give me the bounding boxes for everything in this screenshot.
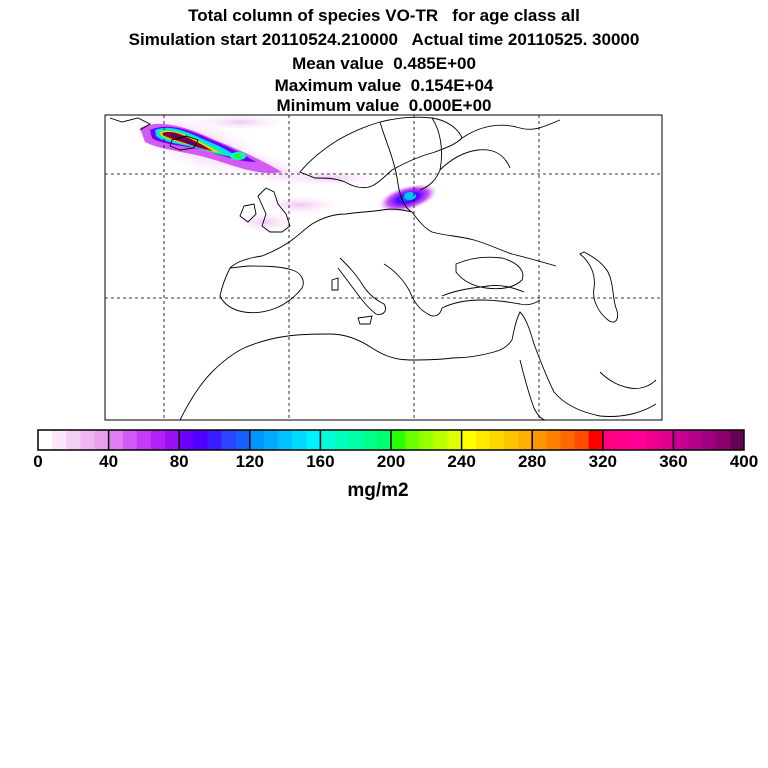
colorbar-cells [38, 430, 745, 450]
colorbar-cell [348, 430, 364, 450]
colorbar-cell [673, 430, 689, 450]
colorbar-cell [122, 430, 138, 450]
colorbar-tick-label: 120 [235, 452, 264, 471]
colorbar-frame [37, 429, 745, 451]
colorbar-cell [334, 430, 350, 450]
plume-baltic [378, 184, 438, 212]
colorbar-cell [391, 430, 406, 450]
colorbar-cell [38, 430, 53, 450]
colorbar-cell [616, 430, 632, 450]
colorbar-cell [405, 430, 420, 450]
colorbar-cell [249, 430, 265, 450]
colorbar-cell [193, 430, 208, 450]
colorbar-cell [701, 430, 717, 450]
colorbar-cell [320, 430, 336, 450]
colorbar-cell [631, 430, 646, 450]
colorbar-cell [461, 430, 477, 450]
colorbar-tick-label: 400 [729, 452, 759, 471]
colorbar-cell [687, 430, 703, 450]
colorbar-cell [489, 430, 505, 450]
colorbar-cell [645, 430, 660, 450]
colorbar-cell [503, 430, 519, 450]
coastlines [109, 116, 657, 420]
colorbar-tick-label: 280 [518, 452, 547, 471]
colorbar-cell [546, 430, 561, 450]
colorbar-cell [263, 430, 279, 450]
colorbar-cell [235, 430, 251, 450]
colorbar [37, 429, 745, 451]
colorbar-cell [362, 430, 378, 450]
colorbar-cell [602, 430, 618, 450]
colorbar-cell [376, 430, 392, 450]
colorbar-cell [532, 430, 547, 450]
colorbar-dividers [107, 430, 675, 450]
concentration-map [104, 114, 663, 421]
colorbar-tick-label: 360 [659, 452, 688, 471]
colorbar-cell [306, 430, 321, 450]
colorbar-cell [419, 430, 434, 450]
colorbar-tick-label: 0 [33, 452, 43, 471]
colorbar-cell [165, 430, 180, 450]
graticule [105, 115, 662, 420]
colorbar-cell [518, 430, 533, 450]
colorbar-tick-label: 40 [99, 452, 119, 471]
colorbar-cell [136, 430, 152, 450]
colorbar-cell [80, 430, 95, 450]
colorbar-cell [278, 430, 293, 450]
title-minimum-value: Minimum value 0.000E+00 [276, 96, 492, 115]
colorbar-cell [221, 430, 237, 450]
title-maximum-value: Maximum value 0.154E+04 [274, 76, 494, 95]
colorbar-tick-label: 200 [376, 452, 406, 471]
colorbar-cell [433, 430, 448, 450]
colorbar-cell [475, 430, 491, 450]
colorbar-cell [292, 430, 307, 450]
title-simulation-time: Simulation start 20110524.210000 Actual … [128, 30, 640, 49]
colorbar-cell [66, 430, 81, 450]
title-mean-value: Mean value 0.485E+00 [292, 54, 476, 73]
colorbar-tick-label: 160 [306, 452, 335, 471]
colorbar-cell [729, 430, 745, 450]
colorbar-cell [179, 430, 194, 450]
colorbar-cell [52, 430, 67, 450]
map-frame [104, 114, 663, 421]
title-species: Total column of species VO-TR for age cl… [188, 6, 580, 25]
colorbar-cell [659, 430, 674, 450]
colorbar-cell [715, 430, 731, 450]
colorbar-cell [94, 430, 110, 450]
plume-iceland [140, 123, 282, 174]
colorbar-cell [150, 430, 166, 450]
colorbar-cell [207, 430, 223, 450]
colorbar-tick-label: 320 [588, 452, 617, 471]
colorbar-cell [574, 430, 590, 450]
colorbar-cell [108, 430, 124, 450]
colorbar-cell [588, 430, 604, 450]
colorbar-tick-label: 240 [447, 452, 476, 471]
colorbar-cell [560, 430, 576, 450]
colorbar-unit-label: mg/m2 [347, 480, 409, 501]
colorbar-cell [447, 430, 463, 450]
colorbar-tick-label: 80 [169, 452, 189, 471]
